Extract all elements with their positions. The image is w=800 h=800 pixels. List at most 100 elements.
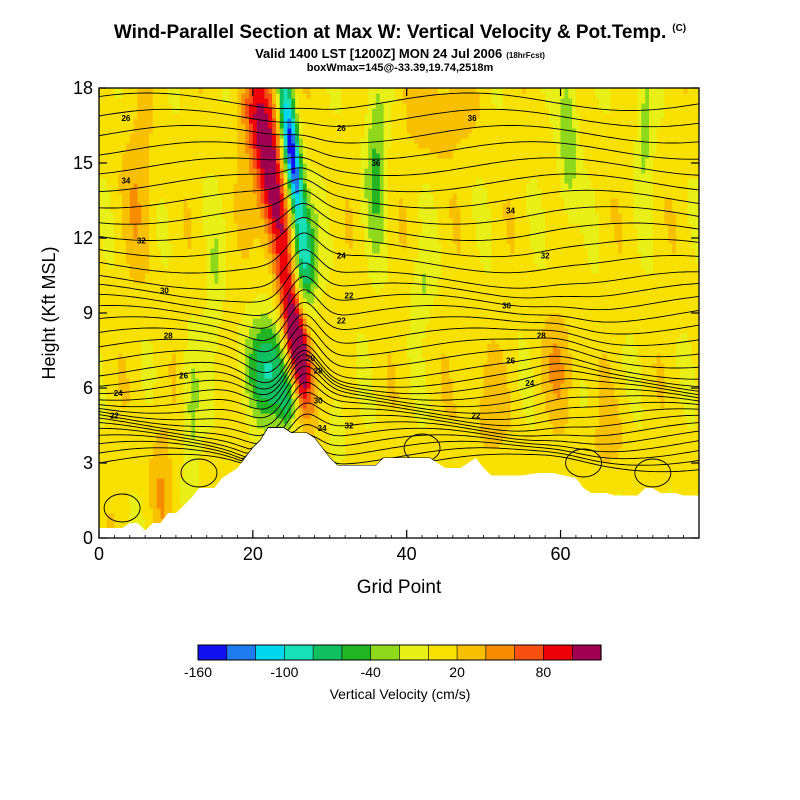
- heat-cell: [141, 463, 146, 469]
- heat-cell: [122, 403, 127, 409]
- heat-cell: [106, 513, 112, 519]
- heat-cell: [275, 138, 281, 144]
- heat-cell: [137, 273, 142, 279]
- heat-cell: [256, 303, 262, 309]
- heat-cell: [191, 378, 196, 384]
- heat-cell: [206, 133, 212, 139]
- heat-cell: [106, 483, 112, 489]
- heat-cell: [222, 468, 227, 474]
- heat-cell: [325, 183, 331, 189]
- heat-cell: [206, 178, 212, 184]
- heat-cell: [122, 443, 127, 449]
- heat-cell: [191, 233, 196, 239]
- heat-cell: [118, 253, 123, 259]
- heat-cell: [145, 248, 150, 254]
- heat-cell: [199, 298, 204, 304]
- heat-cell: [306, 258, 312, 264]
- heat-cell: [168, 413, 173, 419]
- heat-cell: [114, 488, 119, 494]
- heat-cell: [172, 158, 177, 164]
- heat-cell: [214, 223, 219, 229]
- heat-cell: [187, 113, 192, 119]
- heat-cell: [264, 188, 269, 194]
- heat-cell: [145, 88, 150, 94]
- heat-cell: [245, 218, 250, 224]
- heat-cell: [222, 248, 227, 254]
- heat-cell: [187, 108, 192, 114]
- heat-cell: [183, 433, 189, 439]
- heat-cell: [149, 398, 154, 404]
- heat-cell: [145, 228, 150, 234]
- heat-cell: [268, 108, 273, 114]
- heat-cell: [268, 293, 273, 299]
- heat-cell: [141, 413, 146, 419]
- heat-cell: [256, 103, 262, 109]
- heat-cell: [122, 108, 127, 114]
- heat-cell: [210, 318, 215, 324]
- heat-cell: [160, 478, 165, 484]
- heat-cell: [133, 408, 139, 414]
- heat-cell: [279, 193, 285, 199]
- heat-cell: [168, 198, 173, 204]
- heat-cell: [222, 158, 227, 164]
- heat-cell: [237, 403, 242, 409]
- heat-cell: [314, 93, 319, 99]
- heat-cell: [141, 318, 146, 324]
- heat-cell: [210, 473, 215, 479]
- heat-cell: [310, 228, 315, 234]
- heat-cell: [156, 458, 162, 464]
- heat-cell: [156, 493, 162, 499]
- heat-cell: [164, 243, 169, 249]
- heat-cell: [245, 188, 250, 194]
- heat-cell: [118, 403, 123, 409]
- heat-cell: [137, 158, 142, 164]
- heat-cell: [260, 348, 265, 354]
- heat-cell: [241, 103, 246, 109]
- heat-cell: [152, 288, 158, 294]
- heat-cell: [156, 358, 162, 364]
- heat-cell: [272, 93, 277, 99]
- heat-cell: [302, 148, 308, 154]
- heat-cell: [164, 408, 169, 414]
- heat-cell: [237, 213, 242, 219]
- heat-cell: [99, 518, 104, 524]
- heat-cell: [237, 343, 242, 349]
- heat-cell: [260, 268, 265, 274]
- heat-cell: [164, 183, 169, 189]
- heat-cell: [129, 213, 135, 219]
- heat-cell: [156, 188, 162, 194]
- heat-cell: [225, 223, 231, 229]
- heat-cell: [152, 93, 158, 99]
- heat-cell: [172, 338, 177, 344]
- heat-cell: [137, 468, 142, 474]
- heat-cell: [152, 263, 158, 269]
- heat-cell: [129, 228, 135, 234]
- heat-cell: [287, 293, 292, 299]
- heat-cell: [249, 143, 254, 149]
- heat-cell: [164, 263, 169, 269]
- heat-cell: [133, 133, 139, 139]
- heat-cell: [245, 378, 250, 384]
- heat-cell: [172, 498, 177, 504]
- heat-cell: [168, 263, 173, 269]
- heat-cell: [337, 418, 342, 424]
- heat-cell: [145, 283, 150, 289]
- heat-cell: [125, 318, 131, 324]
- heat-cell: [268, 338, 273, 344]
- chart-subtitle-2: boxWmax=145@-33.39,19.74,2518m: [306, 62, 494, 74]
- heat-cell: [222, 303, 227, 309]
- heat-cell: [275, 168, 281, 174]
- heat-cell: [160, 253, 165, 259]
- heat-cell: [179, 353, 185, 359]
- heat-cell: [195, 258, 200, 264]
- heat-cell: [133, 128, 139, 134]
- heat-cell: [252, 178, 258, 184]
- heat-cell: [122, 173, 127, 179]
- heat-cell: [287, 248, 292, 254]
- heat-cell: [114, 298, 119, 304]
- heat-cell: [125, 203, 131, 209]
- heat-cell: [325, 133, 331, 139]
- heat-cell: [318, 178, 323, 184]
- heat-cell: [233, 413, 239, 419]
- heat-cell: [260, 153, 265, 159]
